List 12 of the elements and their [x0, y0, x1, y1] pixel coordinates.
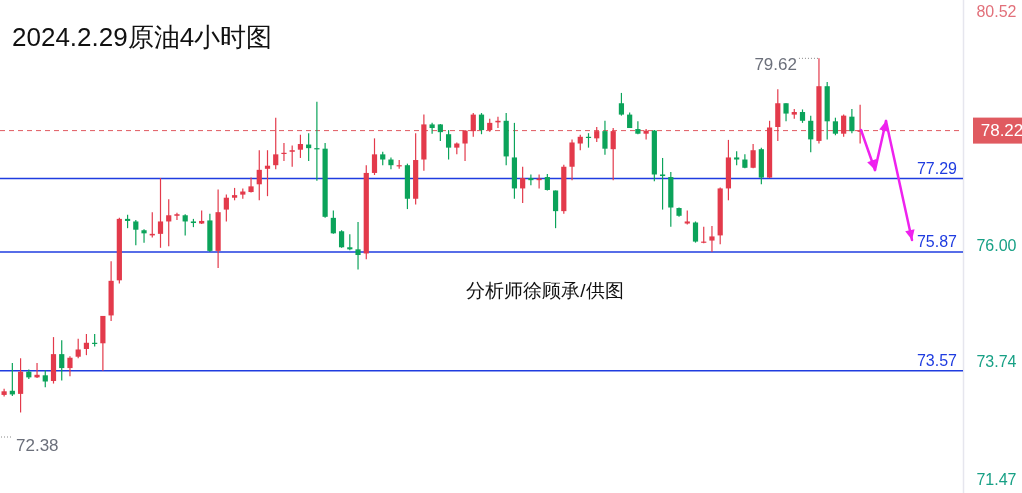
ref-line-label: 78.22 [980, 121, 1022, 141]
y-tick-label: 71.47 [976, 470, 1017, 488]
annotation: 72.38 [16, 436, 59, 455]
ref-line-label: 77.29 [916, 159, 958, 177]
ref-line-label: 73.57 [916, 351, 958, 369]
y-tick-label: 73.74 [976, 353, 1017, 371]
annotation: 79.62 [754, 55, 797, 75]
y-tick-label: 80.52 [976, 3, 1017, 21]
y-tick-label: 76.00 [976, 236, 1017, 254]
ref-line-label: 75.87 [916, 232, 958, 250]
text: 2024.2.29原油4小时图 [12, 22, 273, 52]
annotation: 分析师徐顾承/供图 [466, 280, 624, 301]
